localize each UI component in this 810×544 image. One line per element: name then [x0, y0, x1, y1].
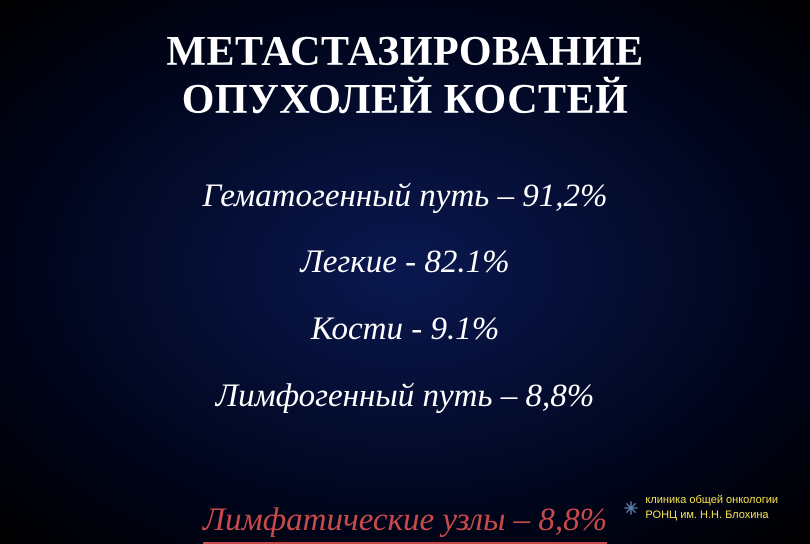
footer-line-2: РОНЦ им. Н.Н. Блохина: [645, 508, 778, 522]
footer-text-block: клиника общей онкологии РОНЦ им. Н.Н. Бл…: [645, 493, 778, 522]
slide-title: МЕТАСТАЗИРОВАНИЕ ОПУХОЛЕЙ КОСТЕЙ: [166, 28, 643, 125]
content-lungs: Легкие - 82.1%: [300, 241, 509, 284]
title-line-1: МЕТАСТАЗИРОВАНИЕ: [166, 29, 643, 75]
content-lymphogenous: Лимфогенный путь – 8,8%: [216, 375, 595, 418]
slide-container: МЕТАСТАЗИРОВАНИЕ ОПУХОЛЕЙ КОСТЕЙ Гематог…: [0, 0, 810, 540]
title-line-2: ОПУХОЛЕЙ КОСТЕЙ: [182, 77, 629, 123]
content-lymph-nodes: Лимфатические узлы – 8,8%: [203, 499, 607, 544]
footer-line-1: клиника общей онкологии: [645, 493, 778, 507]
content-hematogenous: Гематогенный путь – 91,2%: [202, 175, 607, 218]
footer-attribution: клиника общей онкологии РОНЦ им. Н.Н. Бл…: [623, 493, 778, 522]
snowflake-icon: [623, 500, 639, 516]
content-bones: Кости - 9.1%: [311, 308, 499, 351]
